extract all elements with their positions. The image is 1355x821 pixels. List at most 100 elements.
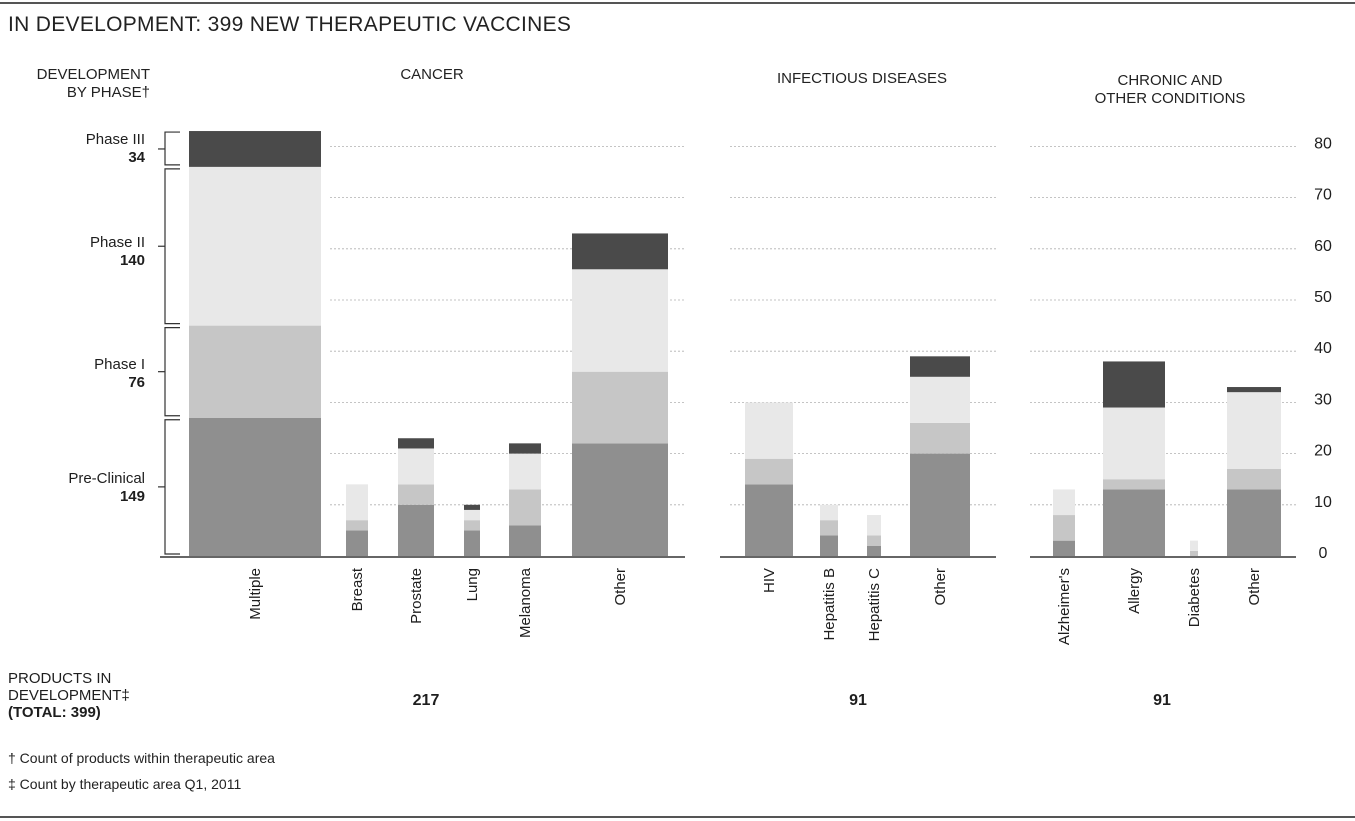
bar-segment <box>745 484 793 556</box>
panel-total-cancer: 217 <box>412 692 440 709</box>
bar-segment <box>1190 550 1198 556</box>
category-label: Other <box>612 568 629 606</box>
category-label: Lung <box>464 568 481 601</box>
bar-segment <box>1227 392 1281 469</box>
bar-segment <box>1227 489 1281 556</box>
bar-segment <box>398 448 434 485</box>
category-label: Diabetes <box>1186 568 1203 627</box>
bar-segment <box>398 438 434 449</box>
category-label: Breast <box>349 567 366 611</box>
bar-segment <box>572 233 668 270</box>
bar-segment <box>820 535 838 556</box>
panel-total-infectious: 91 <box>849 692 867 709</box>
bar-segment <box>398 484 434 505</box>
bar-segment <box>910 422 970 454</box>
bar-segment <box>509 525 541 556</box>
bar-segment <box>572 269 668 372</box>
bar-segment <box>509 489 541 526</box>
y-tick-label: 30 <box>1314 391 1332 408</box>
footnote-dagger: † Count of products within therapeutic a… <box>8 750 275 766</box>
bar-segment <box>509 443 541 454</box>
phase-summary-label: Phase I <box>94 356 145 373</box>
bar-segment <box>867 545 881 556</box>
y-tick-label: 70 <box>1314 187 1332 204</box>
phase-summary-label: Pre-Clinical <box>68 470 145 487</box>
bar-segment <box>464 509 480 521</box>
bar-segment <box>745 458 793 485</box>
bar-segment <box>820 504 838 521</box>
phase-summary-count: 34 <box>128 149 145 166</box>
bar-segment <box>1103 489 1165 556</box>
phase-bracket <box>164 419 180 555</box>
products-total: (TOTAL: 399) <box>8 704 101 721</box>
bar-segment <box>745 402 793 459</box>
bar-segment <box>1053 515 1075 541</box>
bar-segment <box>572 371 668 444</box>
phase-header-line-2: BY PHASE† <box>66 84 150 101</box>
bar-segment <box>1053 489 1075 516</box>
bar-segment <box>346 484 368 521</box>
top-rule <box>0 2 1355 4</box>
phase-summary-phase1: Phase I 76 <box>94 356 145 392</box>
panel-total-chronic: 91 <box>1153 692 1171 709</box>
phase-header: DEVELOPMENT BY PHASE† <box>8 66 150 102</box>
bar-segment <box>910 376 970 423</box>
bar-segment <box>398 504 434 556</box>
panel-header-chronic: CHRONIC AND OTHER CONDITIONS <box>1050 72 1290 108</box>
bar-segment <box>1103 361 1165 408</box>
y-tick-label: 50 <box>1314 289 1332 306</box>
bar-segment <box>464 520 480 531</box>
category-label: Hepatitis B <box>821 568 838 641</box>
bar-segment <box>910 356 970 377</box>
bar-segment <box>464 504 480 510</box>
bar-segment <box>189 131 321 167</box>
phase-summary-label: Phase II <box>89 234 145 251</box>
y-tick-label: 80 <box>1314 135 1332 152</box>
category-label: HIV <box>761 568 778 593</box>
phase-summary-phase3: Phase III 34 <box>86 131 145 167</box>
panel-header-infectious: INFECTIOUS DISEASES <box>776 70 948 87</box>
bar-segment <box>867 535 881 546</box>
phase-bracket <box>164 131 180 166</box>
phase-header-line-1: DEVELOPMENT <box>36 66 150 83</box>
category-label: Other <box>1246 568 1263 606</box>
bar-segment <box>189 417 321 556</box>
panel-header-chronic-line-1: CHRONIC AND <box>1117 72 1223 89</box>
products-label: PRODUCTS IN DEVELOPMENT‡ (TOTAL: 399) <box>8 670 130 721</box>
phase-bracket <box>164 168 180 325</box>
bar-segment <box>1227 468 1281 490</box>
bar-segment <box>910 453 970 556</box>
category-label: Other <box>932 568 949 606</box>
phase-bracket <box>164 327 180 417</box>
panel-header-chronic-line-2: OTHER CONDITIONS <box>1094 90 1246 107</box>
chart-title: IN DEVELOPMENT: 399 NEW THERAPEUTIC VACC… <box>8 13 572 36</box>
panel-header-cancer: CANCER <box>400 66 464 83</box>
bar-segment <box>1227 387 1281 393</box>
bar-segment <box>346 520 368 531</box>
bar-segment <box>1190 540 1198 551</box>
y-tick-label: 60 <box>1314 238 1332 255</box>
products-label-line-1: PRODUCTS IN <box>8 670 112 687</box>
phase-summary-count: 149 <box>119 488 145 505</box>
y-tick-label: 20 <box>1314 443 1332 460</box>
products-label-line-2: DEVELOPMENT‡ <box>8 687 130 704</box>
bottom-rule <box>0 816 1355 818</box>
bar-segment <box>1053 540 1075 556</box>
bar-segment <box>346 530 368 556</box>
phase-summary-preclinical: Pre-Clinical 149 <box>68 470 145 506</box>
y-tick-label: 0 <box>1319 545 1328 562</box>
y-tick-label: 10 <box>1314 494 1332 511</box>
y-tick-label: 40 <box>1314 340 1332 357</box>
phase-summary-count: 140 <box>119 252 145 269</box>
bar-segment <box>189 325 321 418</box>
phase-summary-label: Phase III <box>85 131 145 148</box>
phase-summary-phase2: Phase II 140 <box>90 234 145 270</box>
category-label: Hepatitis C <box>866 568 883 642</box>
bar-segment <box>572 443 668 556</box>
phase-summary-count: 76 <box>128 374 145 391</box>
bar-segment <box>867 515 881 536</box>
bar-segment <box>1103 479 1165 490</box>
category-label: Multiple <box>247 568 264 620</box>
bar-segment <box>820 520 838 536</box>
